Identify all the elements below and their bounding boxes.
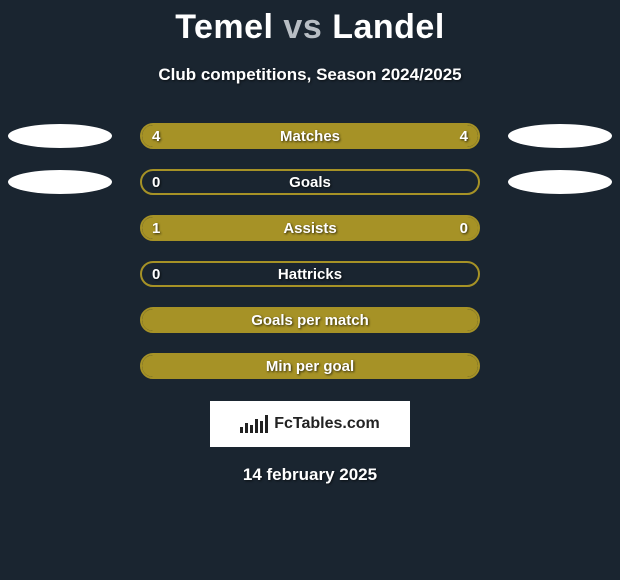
stat-label: Assists — [142, 217, 478, 239]
avatar-placeholder-right — [508, 124, 612, 148]
avatar-placeholder-right — [508, 170, 612, 194]
avatar-placeholder-left — [8, 124, 112, 148]
stat-row: Goals per match — [0, 307, 620, 333]
stat-row: Min per goal — [0, 353, 620, 379]
stat-value-right: 0 — [460, 217, 468, 239]
stat-bar: Min per goal — [140, 353, 480, 379]
stat-row: Hattricks0 — [0, 261, 620, 287]
stat-bar: Hattricks0 — [140, 261, 480, 287]
stat-value-left: 0 — [152, 171, 160, 193]
stat-label: Goals — [142, 171, 478, 193]
stat-row: Assists1 0 — [0, 215, 620, 241]
stat-bar: Matches4 4 — [140, 123, 480, 149]
stat-label: Hattricks — [142, 263, 478, 285]
stat-bar: Goals0 — [140, 169, 480, 195]
stats-area: Matches44Goals0Assists10Hattricks0Goals … — [0, 123, 620, 399]
subtitle: Club competitions, Season 2024/2025 — [158, 65, 461, 85]
stat-label: Matches — [142, 125, 478, 147]
player2-name: Landel — [332, 8, 445, 46]
logo-bars-icon — [240, 415, 268, 433]
logo-text: FcTables.com — [274, 415, 380, 433]
stat-label: Min per goal — [142, 355, 478, 377]
page-title: Temel vs Landel — [175, 8, 445, 47]
stat-value-left: 4 — [152, 125, 160, 147]
stat-bar: Assists1 0 — [140, 215, 480, 241]
date-text: 14 february 2025 — [243, 465, 377, 485]
player1-name: Temel — [175, 8, 273, 46]
stat-bar: Goals per match — [140, 307, 480, 333]
stat-label: Goals per match — [142, 309, 478, 331]
avatar-placeholder-left — [8, 170, 112, 194]
comparison-card: Temel vs Landel Club competitions, Seaso… — [0, 0, 620, 485]
stat-row: Goals0 — [0, 169, 620, 195]
stat-value-left: 0 — [152, 263, 160, 285]
stat-value-left: 1 — [152, 217, 160, 239]
vs-text: vs — [283, 8, 322, 46]
logo-box: FcTables.com — [210, 401, 410, 447]
stat-row: Matches4 4 — [0, 123, 620, 149]
stat-value-right: 4 — [460, 125, 468, 147]
